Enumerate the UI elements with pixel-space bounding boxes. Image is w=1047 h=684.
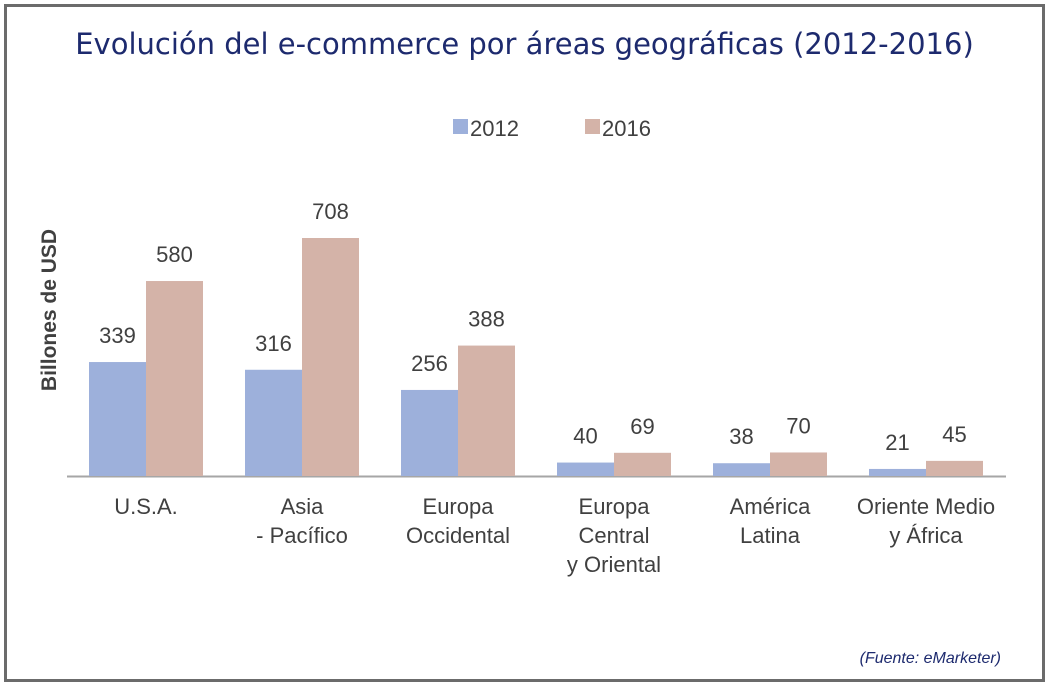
chart-title: Evolución del e-commerce por áreas geogr… [75,27,974,61]
bar-2016-4 [770,452,827,476]
bar-2012-1 [245,369,302,476]
data-label-2012-5: 21 [885,430,909,455]
bar-2016-0 [146,281,203,476]
category-label-2-0: Europa [423,494,495,519]
category-label-5-0: Oriente Medio [857,494,995,519]
bar-2012-4 [713,463,770,476]
legend-label-2012: 2012 [470,116,519,141]
category-label-1-0: Asia [281,494,325,519]
bar-2016-1 [302,238,359,476]
legend-label-2016: 2016 [602,116,651,141]
category-label-5-1: y África [889,523,963,548]
bar-2016-5 [926,460,983,476]
category-label-3-2: y Oriental [567,552,661,577]
data-label-2012-0: 339 [99,323,136,348]
data-label-2016-5: 45 [942,422,966,447]
category-label-3-1: Central [579,523,650,548]
legend-swatch-2012 [453,119,468,134]
legend-swatch-2016 [585,119,600,134]
bar-2012-5 [869,468,926,476]
category-label-0-0: U.S.A. [114,494,178,519]
bar-2016-2 [458,345,515,476]
data-label-2012-1: 316 [255,331,292,356]
data-label-2016-2: 388 [468,307,505,332]
category-label-3-0: Europa [579,494,651,519]
data-label-2016-3: 69 [630,414,654,439]
bar-2012-0 [89,362,146,476]
data-label-2016-0: 580 [156,242,193,267]
category-label-4-0: América [730,494,811,519]
bar-2012-2 [401,389,458,476]
bar-2012-3 [557,462,614,476]
category-label-1-1: - Pacífico [256,523,348,548]
source-note: (Fuente: eMarketer) [859,650,1001,667]
data-label-2016-1: 708 [312,199,349,224]
y-axis-label: Billones de USD [38,229,61,391]
category-label-4-1: Latina [740,523,801,548]
data-label-2012-3: 40 [573,424,597,449]
data-label-2012-2: 256 [411,351,448,376]
data-label-2016-4: 70 [786,413,810,438]
category-label-2-1: Occidental [406,523,510,548]
bar-2016-3 [614,452,671,476]
data-label-2012-4: 38 [729,424,753,449]
